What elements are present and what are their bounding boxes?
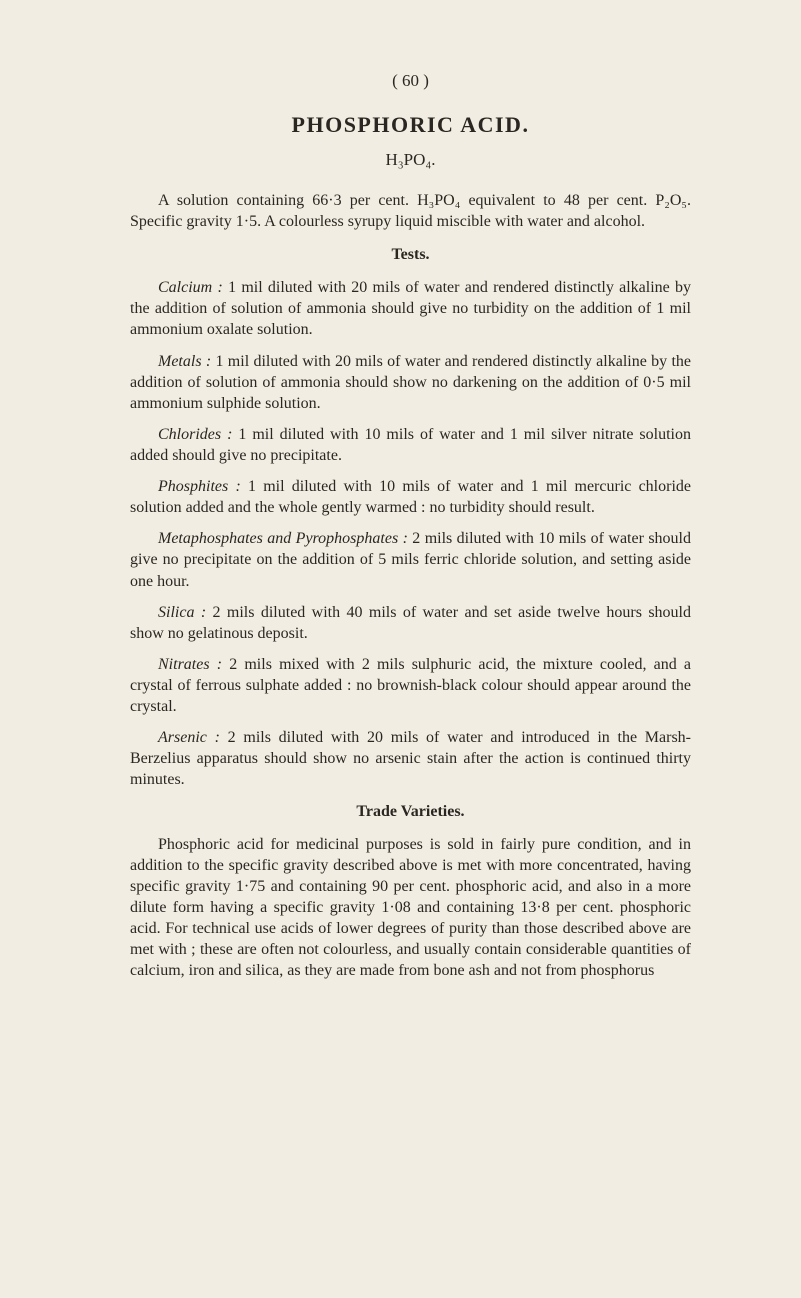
test-silica-lead: Silica : <box>158 604 206 621</box>
test-silica-body: 2 mils diluted with 40 mils of water and… <box>130 604 691 642</box>
page-container: ( 60 ) PHOSPHORIC ACID. H₃PO₄. A solutio… <box>0 0 801 1298</box>
test-chlorides: Chlorides : 1 mil diluted with 10 mils o… <box>130 424 691 466</box>
test-nitrates-lead: Nitrates : <box>158 656 222 673</box>
test-phosphites: Phosphites : 1 mil diluted with 10 mils … <box>130 476 691 518</box>
test-metaphosphates: Metaphosphates and Pyrophosphates : 2 mi… <box>130 528 691 591</box>
page-number: ( 60 ) <box>130 70 691 92</box>
test-chlorides-lead: Chlorides : <box>158 426 232 443</box>
trade-varieties-paragraph: Phosphoric acid for medicinal purposes i… <box>130 834 691 982</box>
test-nitrates: Nitrates : 2 mils mixed with 2 mils sulp… <box>130 654 691 717</box>
test-metaphosphates-lead: Metaphosphates and Pyrophosphates : <box>158 530 408 547</box>
test-calcium: Calcium : 1 mil diluted with 20 mils of … <box>130 277 691 340</box>
test-calcium-lead: Calcium : <box>158 279 223 296</box>
trade-varieties-heading: Trade Varieties. <box>130 801 691 822</box>
test-metals-lead: Metals : <box>158 353 211 370</box>
test-silica: Silica : 2 mils diluted with 40 mils of … <box>130 602 691 644</box>
test-arsenic-lead: Arsenic : <box>158 729 220 746</box>
tests-heading: Tests. <box>130 244 691 265</box>
test-metals: Metals : 1 mil diluted with 20 mils of w… <box>130 351 691 414</box>
chemical-formula: H₃PO₄. <box>130 149 691 171</box>
test-phosphites-lead: Phosphites : <box>158 478 241 495</box>
intro-paragraph: A solution containing 66·3 per cent. H₃P… <box>130 190 691 232</box>
test-metals-body: 1 mil diluted with 20 mils of water and … <box>130 353 691 412</box>
test-arsenic: Arsenic : 2 mils diluted with 20 mils of… <box>130 727 691 790</box>
article-title: PHOSPHORIC ACID. <box>130 110 691 139</box>
